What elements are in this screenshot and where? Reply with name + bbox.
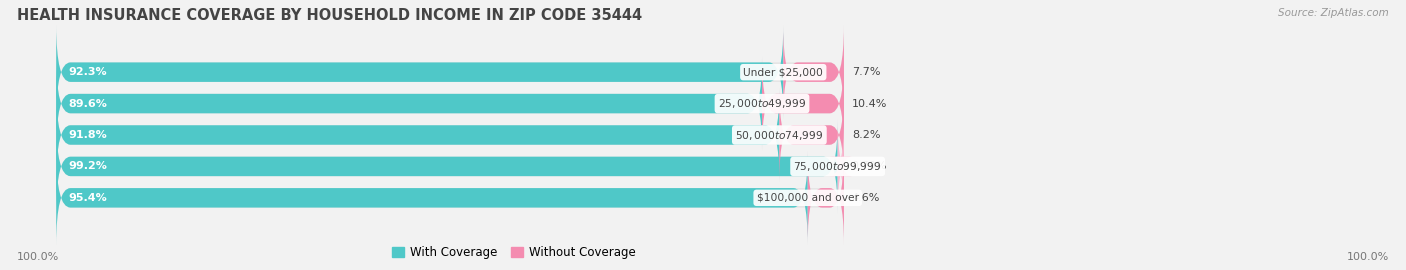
FancyBboxPatch shape [830, 120, 852, 213]
FancyBboxPatch shape [56, 25, 783, 119]
FancyBboxPatch shape [56, 151, 807, 245]
Text: $50,000 to $74,999: $50,000 to $74,999 [735, 129, 824, 141]
Text: Source: ZipAtlas.com: Source: ZipAtlas.com [1278, 8, 1389, 18]
FancyBboxPatch shape [56, 151, 844, 245]
FancyBboxPatch shape [56, 25, 844, 119]
FancyBboxPatch shape [783, 25, 844, 119]
Text: 89.6%: 89.6% [67, 99, 107, 109]
Text: 10.4%: 10.4% [852, 99, 887, 109]
Text: Under $25,000: Under $25,000 [744, 67, 824, 77]
FancyBboxPatch shape [56, 57, 762, 150]
Text: $25,000 to $49,999: $25,000 to $49,999 [718, 97, 806, 110]
Text: $100,000 and over: $100,000 and over [756, 193, 859, 203]
Text: 100.0%: 100.0% [1347, 252, 1389, 262]
Text: 0.79%: 0.79% [852, 161, 887, 171]
Text: 7.7%: 7.7% [852, 67, 880, 77]
Text: $75,000 to $99,999: $75,000 to $99,999 [793, 160, 882, 173]
FancyBboxPatch shape [807, 151, 844, 245]
Text: 4.6%: 4.6% [852, 193, 880, 203]
Text: 95.4%: 95.4% [67, 193, 107, 203]
FancyBboxPatch shape [56, 120, 844, 213]
FancyBboxPatch shape [56, 57, 844, 150]
Text: 100.0%: 100.0% [17, 252, 59, 262]
Legend: With Coverage, Without Coverage: With Coverage, Without Coverage [387, 241, 641, 264]
Text: 91.8%: 91.8% [67, 130, 107, 140]
Text: 99.2%: 99.2% [67, 161, 107, 171]
FancyBboxPatch shape [762, 57, 844, 150]
FancyBboxPatch shape [56, 88, 844, 182]
Text: HEALTH INSURANCE COVERAGE BY HOUSEHOLD INCOME IN ZIP CODE 35444: HEALTH INSURANCE COVERAGE BY HOUSEHOLD I… [17, 8, 643, 23]
Text: 8.2%: 8.2% [852, 130, 880, 140]
Text: 92.3%: 92.3% [67, 67, 107, 77]
FancyBboxPatch shape [779, 88, 844, 182]
FancyBboxPatch shape [56, 88, 779, 182]
FancyBboxPatch shape [56, 120, 838, 213]
